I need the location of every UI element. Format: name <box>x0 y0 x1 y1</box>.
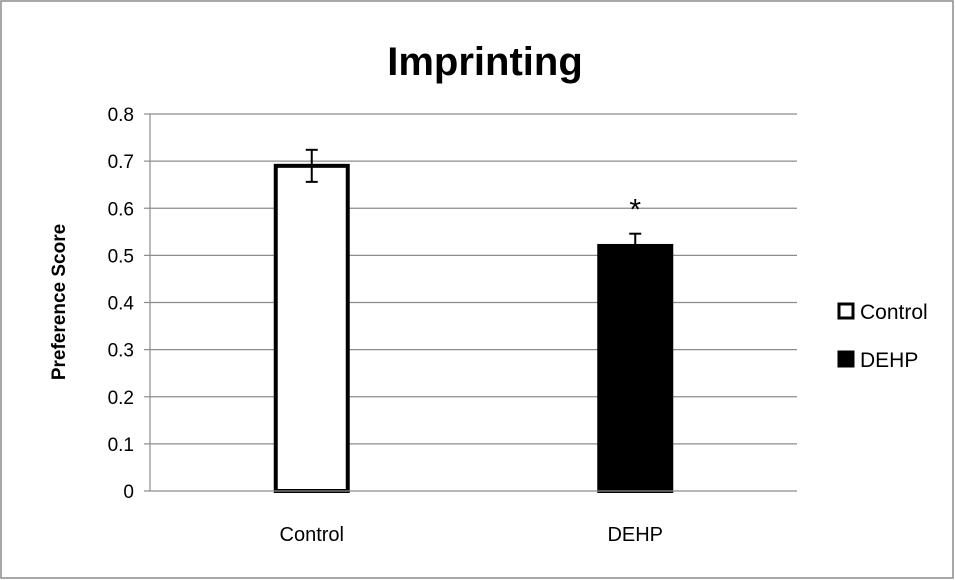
bar-control <box>273 163 350 493</box>
legend: Control DEHP <box>837 301 928 372</box>
y-tick-label: 0.1 <box>108 435 134 456</box>
y-tick-label: 0 <box>123 482 134 503</box>
gridlines <box>150 113 797 445</box>
y-tick-label: 0.5 <box>108 246 134 267</box>
legend-swatch-dehp <box>837 350 855 368</box>
x-tick-label: DEHP <box>607 524 663 546</box>
y-tick-label: 0.4 <box>108 294 135 315</box>
legend-label: Control <box>860 301 928 324</box>
legend-swatch-control <box>837 302 855 320</box>
y-axis-label: Preference Score <box>49 224 70 380</box>
x-tick-label: Control <box>280 524 344 546</box>
y-tick-label: 0.6 <box>108 199 134 220</box>
y-tick-label: 0.3 <box>108 341 134 362</box>
y-tick-label: 0.7 <box>108 152 134 173</box>
axes: 0 0.1 0.2 0.3 0.4 0.5 0.6 0.7 0.8 Control DEHP <box>108 105 797 546</box>
bars: * <box>273 148 674 493</box>
bar-dehp <box>597 243 674 493</box>
y-tick-label: 0.2 <box>108 388 134 409</box>
significance-asterisk: * <box>629 194 641 227</box>
legend-label: DEHP <box>860 349 918 372</box>
chart-title: Imprinting <box>387 40 583 84</box>
y-tick-label: 0.8 <box>108 105 134 126</box>
